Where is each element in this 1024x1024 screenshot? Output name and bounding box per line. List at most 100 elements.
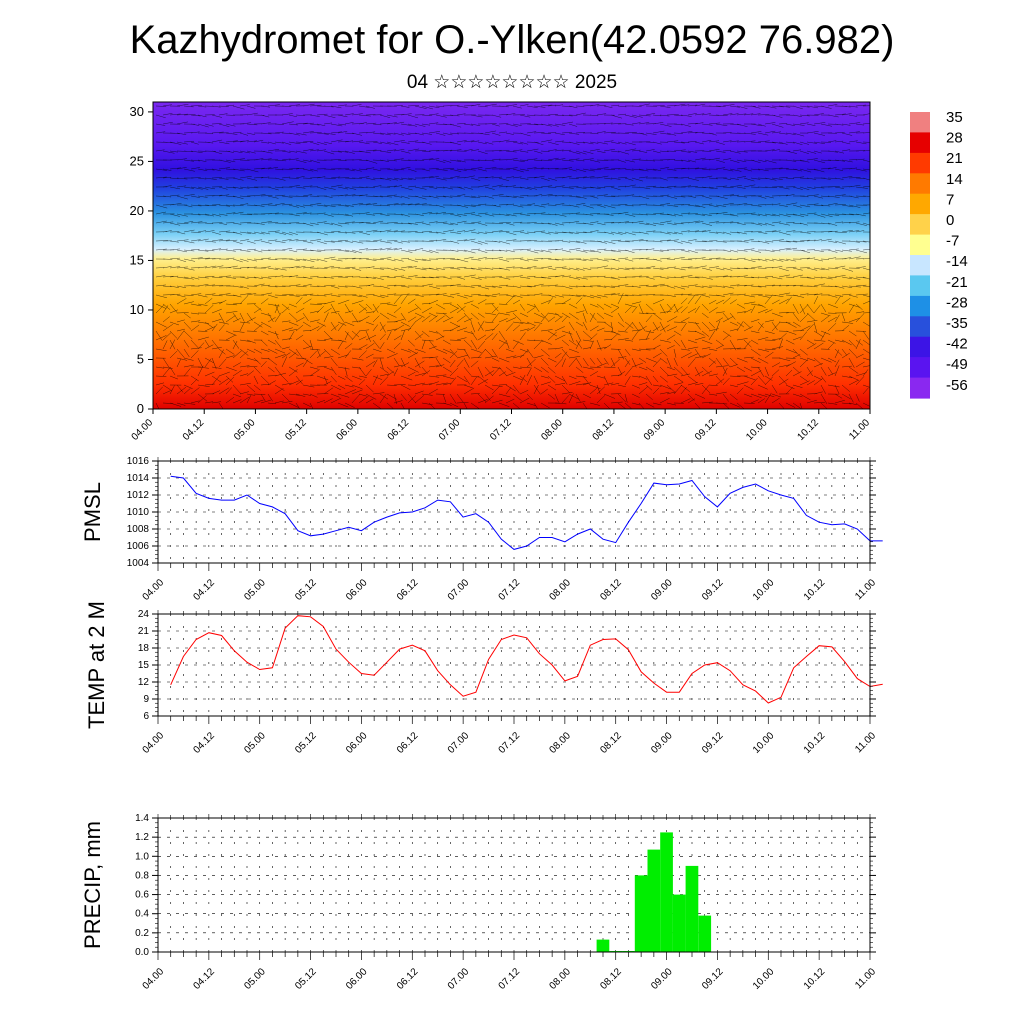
wind-barb [155, 284, 166, 287]
page-subtitle: 04 ☆☆☆☆☆☆☆☆ 2025 [406, 72, 618, 93]
wind-barb [533, 175, 545, 179]
wind-barb [855, 339, 861, 350]
wind-barb [666, 222, 677, 226]
wind-barb [239, 104, 250, 107]
wind-barb [771, 230, 781, 233]
wind-barb [484, 123, 497, 125]
wind-barb [848, 195, 859, 199]
wind-barb [239, 231, 252, 234]
wind-barb [701, 203, 713, 206]
wind-barb [659, 114, 670, 117]
wind-barb [421, 105, 434, 110]
wind-barb [309, 285, 320, 287]
wind-barb [708, 122, 721, 125]
wind-barb [470, 360, 479, 368]
wind-barb [505, 222, 515, 226]
wind-barb [554, 177, 565, 179]
wind-barb [393, 149, 405, 152]
wind-barb [708, 257, 721, 260]
wind-barb [680, 159, 691, 163]
wind-barb [414, 123, 426, 127]
wind-barb [834, 204, 846, 206]
wind-barb [295, 141, 308, 144]
wind-barb [708, 186, 718, 190]
wind-barb [764, 177, 777, 181]
wind-barb [729, 105, 740, 108]
wind-barb [862, 365, 870, 368]
wind-barb [813, 330, 824, 338]
wind-barb [799, 276, 812, 279]
wind-barb [190, 221, 203, 224]
wind-barb [694, 113, 705, 116]
wind-barb [169, 275, 179, 278]
wind-barb [330, 139, 343, 143]
wind-barb [680, 348, 690, 351]
wind-barb [456, 249, 467, 252]
wind-barb [624, 357, 631, 365]
wind-barb [673, 231, 683, 235]
wind-barb [666, 159, 676, 161]
wind-barb [358, 114, 371, 117]
wind-barb [428, 315, 438, 323]
wind-barb [617, 203, 628, 206]
wind-barb [421, 339, 426, 350]
wind-barb [260, 257, 271, 260]
wind-barb [155, 321, 167, 328]
wind-barb [218, 213, 228, 216]
wind-barb [575, 375, 587, 378]
wind-barb [463, 312, 472, 322]
wind-barb [442, 132, 453, 136]
wind-barb [799, 348, 808, 356]
wind-barb [239, 132, 249, 136]
wind-barb [505, 323, 514, 332]
wind-barb [274, 267, 287, 271]
wind-barb [393, 318, 405, 323]
wind-barb [204, 230, 215, 233]
wind-barb [183, 150, 193, 153]
wind-barb [575, 186, 587, 189]
wind-barb [155, 382, 165, 386]
wind-barb [414, 186, 427, 190]
wind-barb [218, 299, 227, 305]
wind-barb [372, 213, 383, 215]
wind-barb [435, 382, 448, 386]
wind-barb [435, 364, 445, 368]
x-tick-label: 07.12 [497, 966, 523, 992]
wind-barb [785, 141, 795, 144]
wind-barb [491, 176, 503, 179]
wind-barb [736, 159, 747, 163]
wind-barb [631, 249, 642, 251]
x-tick-label: 10.00 [751, 577, 777, 603]
wind-barb [463, 384, 473, 389]
wind-barb [750, 123, 762, 127]
wind-barb [449, 350, 458, 359]
wind-barb [687, 339, 698, 344]
wind-barb [645, 185, 657, 188]
wind-barb [624, 231, 636, 236]
wind-barb [533, 324, 541, 332]
wind-barb [785, 402, 796, 408]
wind-barb [393, 400, 403, 404]
wind-barb [463, 175, 475, 179]
wind-barb [834, 384, 840, 395]
wind-barb [785, 230, 796, 233]
wind-barb [785, 258, 797, 262]
wind-barb [456, 359, 464, 368]
wind-barb [218, 167, 231, 170]
wind-barb [358, 375, 367, 378]
wind-barb [743, 284, 754, 287]
wind-barb [603, 195, 616, 198]
wind-barb [162, 332, 172, 341]
wind-barb [736, 320, 744, 332]
wind-barb [778, 186, 790, 190]
wind-barb [792, 141, 803, 146]
wind-barb [582, 168, 595, 172]
wind-barb [505, 249, 515, 253]
wind-barb [197, 186, 209, 190]
wind-barb [176, 158, 187, 161]
wind-barb [806, 319, 818, 323]
wind-barb [421, 267, 434, 270]
wind-barb [295, 379, 303, 386]
wind-barb [281, 382, 292, 386]
